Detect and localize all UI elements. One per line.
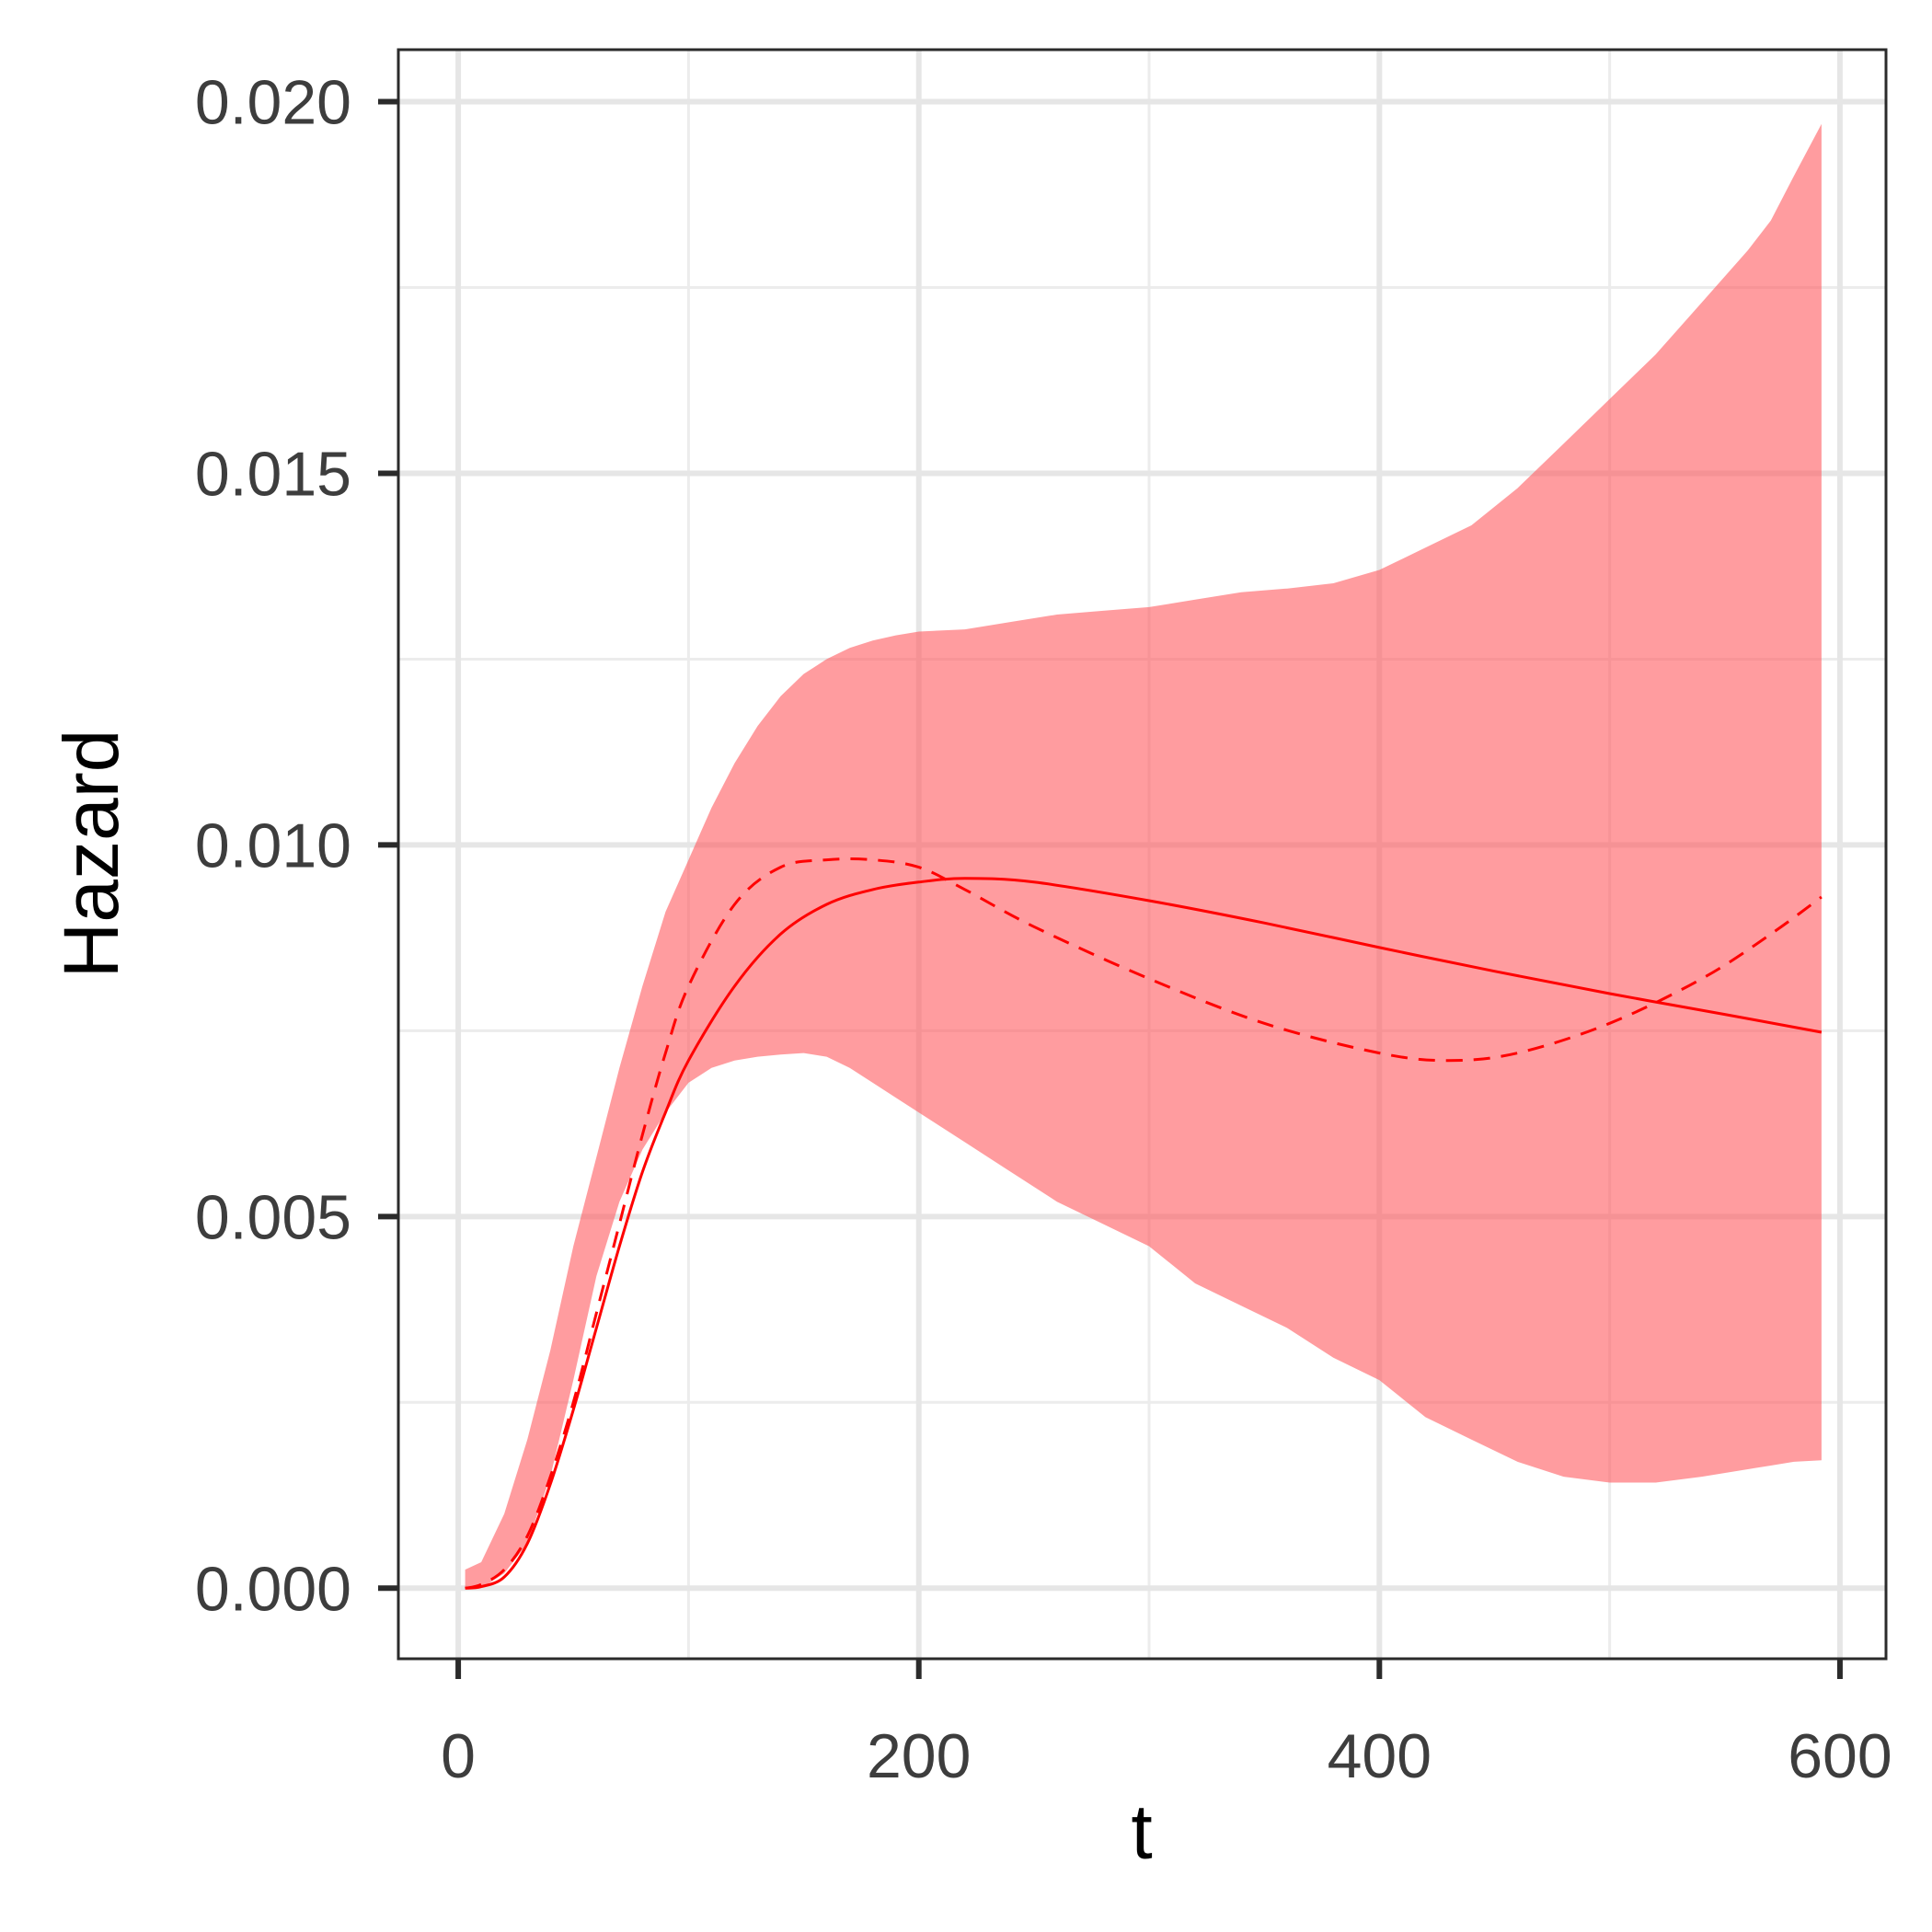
y-axis-ticks: 0.000 0.005 0.010 0.015 0.020: [195, 68, 398, 1624]
y-tick-label: 0.005: [195, 1182, 351, 1252]
y-tick-label: 0.015: [195, 439, 351, 509]
confidence-band: [465, 123, 1822, 1589]
y-tick-label: 0.010: [195, 811, 351, 880]
hazard-line-solid: [465, 877, 1823, 1590]
hazard-line-dashed: [465, 857, 1823, 1590]
y-tick-label: 0.020: [195, 68, 351, 138]
y-tick-label: 0.000: [195, 1554, 351, 1624]
x-tick-label: 600: [1788, 1721, 1892, 1791]
x-tick-label: 0: [441, 1721, 476, 1791]
x-tick-label: 400: [1328, 1721, 1432, 1791]
x-axis-title: t: [1131, 1788, 1152, 1875]
x-axis-ticks: 0 200 400 600: [441, 1659, 1892, 1791]
plot-panel-border: [397, 48, 1888, 1661]
x-tick-label: 200: [867, 1721, 971, 1791]
y-axis-title: Hazard: [48, 730, 134, 979]
